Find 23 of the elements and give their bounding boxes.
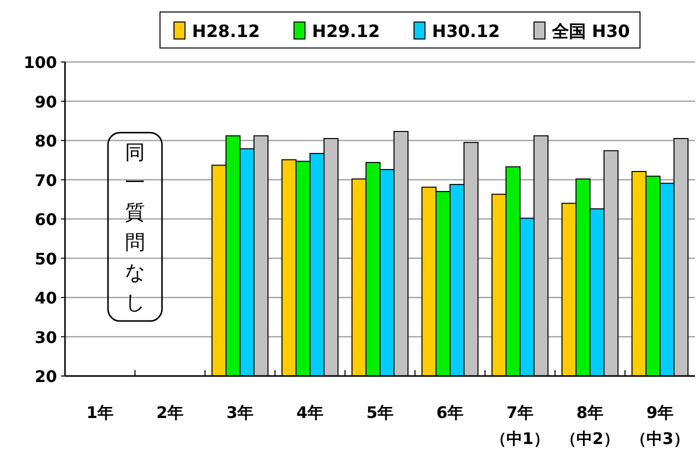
- y-tick-label: 80: [34, 132, 57, 150]
- x-tick-label: 9年（中3）: [630, 403, 690, 448]
- legend-label: H30.12: [432, 22, 500, 42]
- y-tick-label: 20: [34, 367, 57, 386]
- y-tick-label: 70: [34, 170, 57, 190]
- x-tick-label: 4年: [296, 403, 324, 422]
- legend-label: H29.12: [312, 22, 380, 42]
- y-tick-label: 30: [34, 328, 57, 347]
- y-tick-label: 100: [24, 53, 57, 72]
- y-tick-label: 90: [34, 92, 57, 112]
- x-tick-label: 5年: [366, 403, 394, 422]
- annotation: 同一質問なし: [125, 140, 145, 314]
- x-tick-label: 6年: [436, 403, 464, 422]
- x-tick-label: 3年: [226, 403, 254, 422]
- y-tick-label: 50: [34, 249, 57, 268]
- legend-label: H28.12: [192, 22, 260, 42]
- x-tick-label: 1年: [86, 403, 114, 422]
- legend-label: 全国 H30: [551, 22, 630, 42]
- y-tick-label: 40: [34, 288, 57, 308]
- x-tick-label: 7年（中1）: [490, 403, 550, 448]
- y-tick-label: 60: [34, 210, 57, 229]
- x-tick-label: 8年（中2）: [560, 403, 620, 448]
- x-tick-label: 2年: [156, 403, 184, 422]
